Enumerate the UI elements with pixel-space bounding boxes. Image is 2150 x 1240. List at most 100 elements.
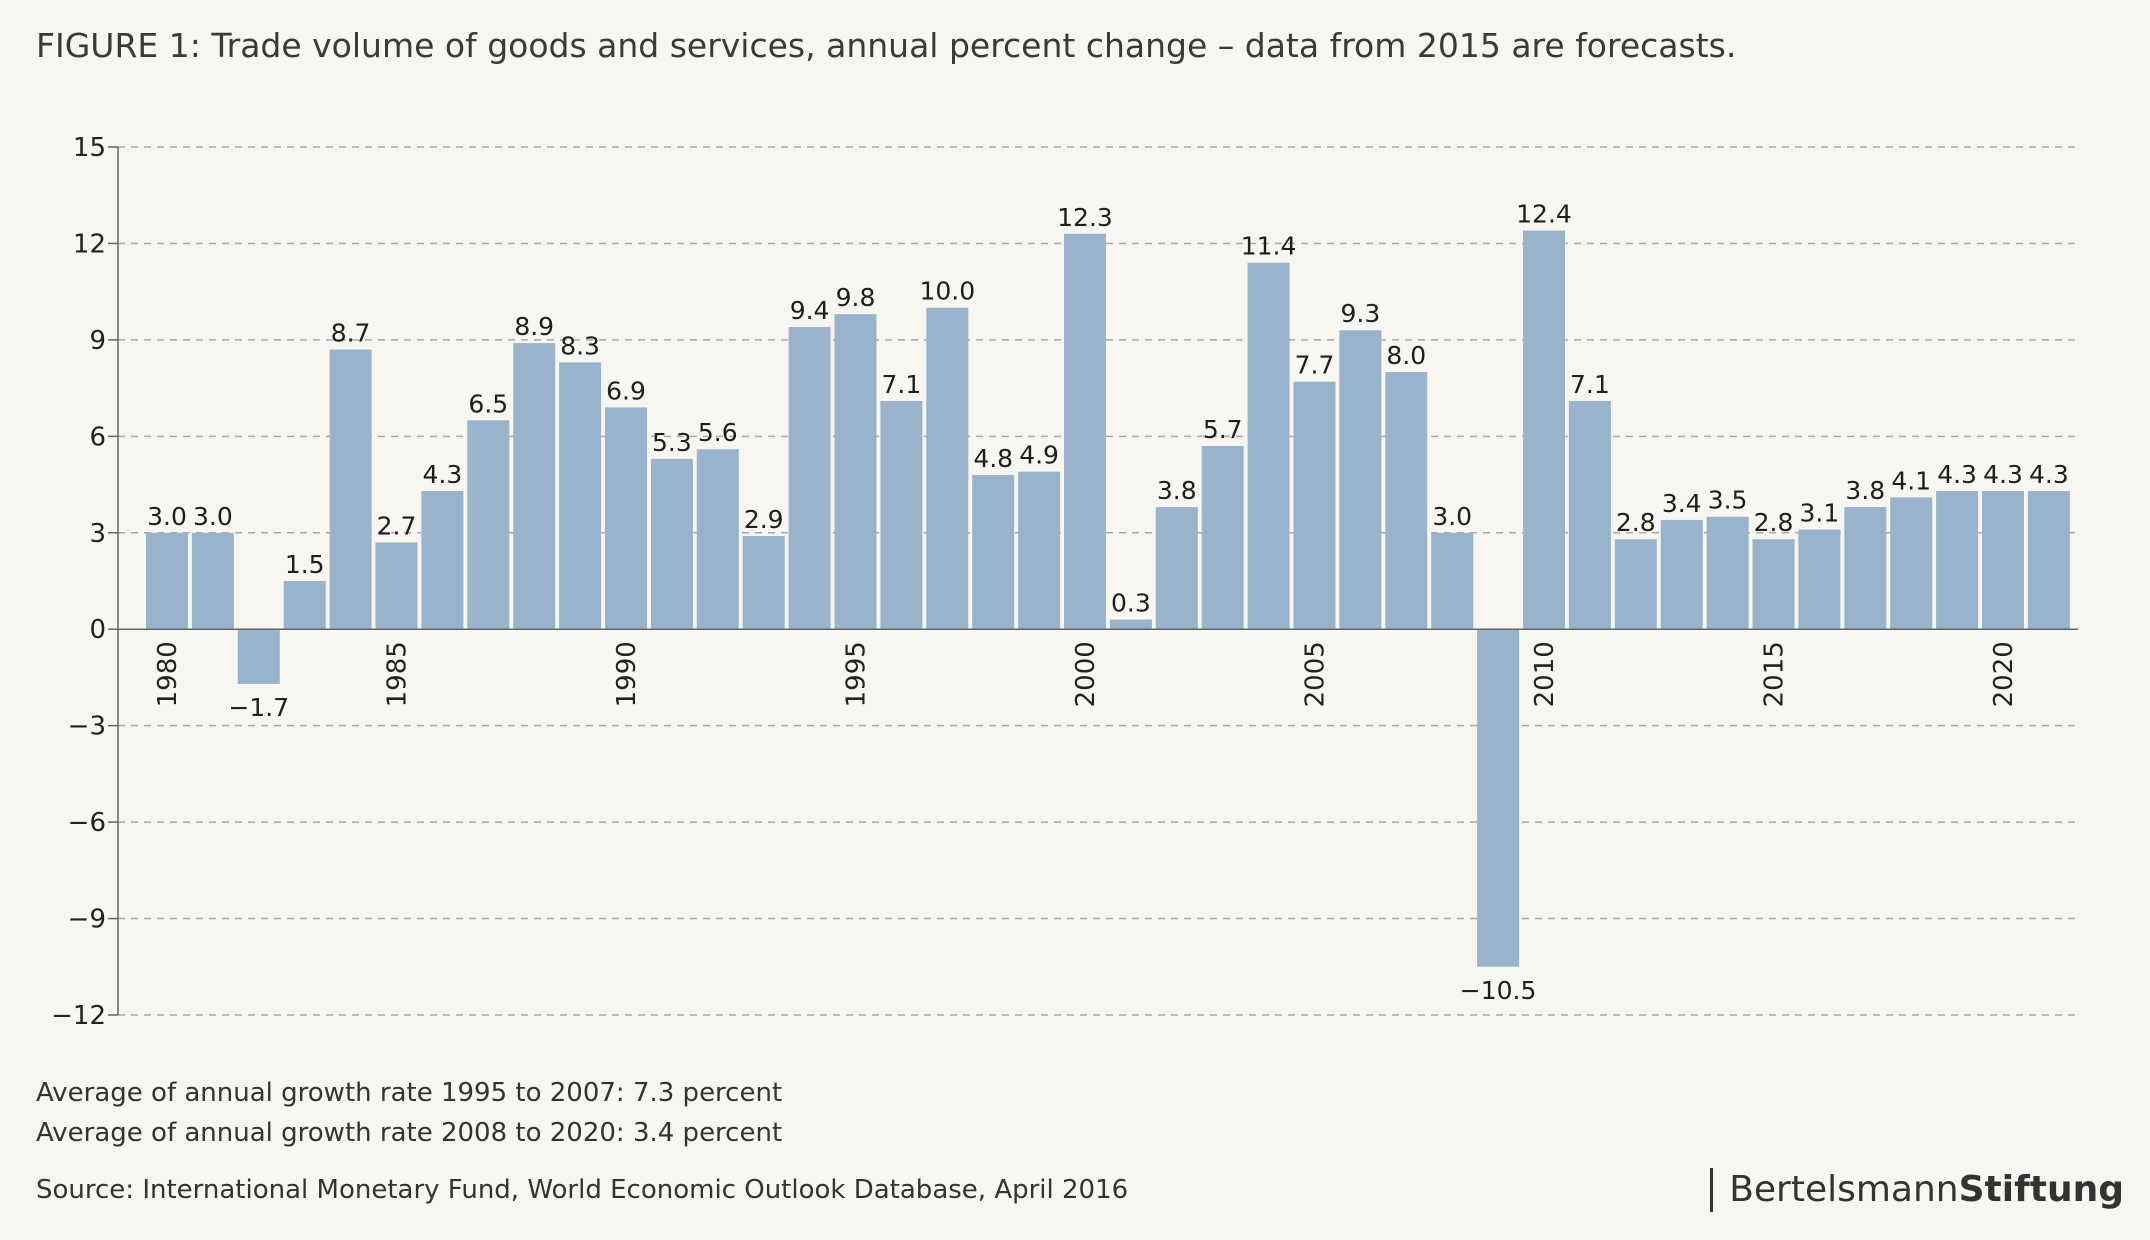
bar-1991 [650, 458, 693, 630]
logo-text-part1: Bertelsmann [1729, 1169, 1959, 1210]
y-tick-label: −12 [51, 1001, 106, 1031]
value-label-1993: 2.9 [744, 505, 784, 534]
bar-1980 [146, 532, 188, 630]
y-tick-label: 9 [89, 326, 106, 356]
value-label-1991: 5.3 [652, 428, 692, 457]
bar-2017 [1844, 507, 1887, 630]
bars [146, 230, 2070, 967]
y-tick-label: −6 [68, 808, 106, 838]
bar-1986 [421, 490, 464, 630]
average-note-1995-2007: Average of annual growth rate 1995 to 20… [36, 1078, 783, 1108]
value-label-2016: 3.1 [1800, 499, 1840, 528]
value-label-2007: 8.0 [1386, 341, 1426, 370]
bar-2003 [1201, 445, 1244, 630]
y-tick-label: 12 [73, 229, 106, 259]
value-label-1997: 10.0 [919, 277, 975, 306]
value-label-1980: 3.0 [147, 502, 187, 531]
value-label-2012: 2.8 [1616, 508, 1656, 537]
bertelsmann-stiftung-logo: BertelsmannStiftung [1710, 1168, 2124, 1212]
average-note-2008-2020: Average of annual growth rate 2008 to 20… [36, 1118, 783, 1148]
bar-2015 [1752, 539, 1795, 630]
x-axis-ticks: 1980 1985 1990 1995 2000 2005 2010 2015 2020 [153, 641, 2019, 707]
value-label-1998: 4.8 [973, 444, 1013, 473]
x-tick-label-1980: 1980 [153, 641, 183, 707]
bar-1988 [513, 343, 556, 630]
y-tick-label: −9 [68, 905, 106, 935]
bar-2009 [1477, 629, 1520, 967]
value-label-2017: 3.8 [1845, 476, 1885, 505]
value-label-1989: 8.3 [560, 331, 600, 360]
value-label-2008: 3.0 [1432, 502, 1472, 531]
value-label-2011: 7.1 [1570, 370, 1610, 399]
bar-2016 [1798, 529, 1841, 630]
value-label-1988: 8.9 [514, 312, 554, 341]
x-tick-label-2015: 2015 [1760, 641, 1790, 707]
bar-2019 [1936, 490, 1979, 630]
value-label-1984: 8.7 [331, 319, 371, 348]
bar-2001 [1109, 619, 1152, 630]
x-tick-label-2010: 2010 [1530, 641, 1560, 707]
value-label-2003: 5.7 [1203, 415, 1243, 444]
x-tick-label-1985: 1985 [383, 641, 413, 707]
value-label-1985: 2.7 [377, 511, 417, 540]
y-tick-label: 15 [73, 133, 106, 163]
value-label-2014: 3.5 [1708, 486, 1748, 515]
bar-2010 [1523, 230, 1565, 630]
source-note: Source: International Monetary Fund, Wor… [36, 1175, 1129, 1205]
value-label-1983: 1.5 [285, 550, 325, 579]
value-label-2001: 0.3 [1111, 589, 1151, 618]
bar-1998 [972, 474, 1015, 630]
bar-1984 [329, 349, 372, 630]
bar-1981 [191, 532, 234, 630]
value-label-2004: 11.4 [1241, 232, 1297, 261]
x-tick-label-2005: 2005 [1301, 641, 1331, 707]
y-tick-label: 0 [89, 615, 106, 645]
value-label-2005: 7.7 [1295, 351, 1335, 380]
bar-1982 [237, 629, 280, 684]
chart-title: FIGURE 1: Trade volume of goods and serv… [36, 26, 1737, 65]
value-label-2019: 4.3 [1937, 460, 1977, 489]
value-label-1990: 6.9 [606, 376, 646, 405]
bar-2018 [1890, 497, 1933, 630]
bar-1985 [375, 542, 418, 630]
bar-2012 [1614, 539, 1657, 630]
bar-2008 [1431, 532, 1474, 630]
bar-1994 [788, 327, 831, 630]
bar-2006 [1339, 330, 1382, 630]
bar-2002 [1155, 507, 1198, 630]
bar-1983 [283, 581, 326, 630]
bar-2021 [2027, 490, 2070, 630]
value-label-1986: 4.3 [423, 460, 463, 489]
value-label-1995: 9.8 [836, 283, 876, 312]
value-label-2010: 12.4 [1516, 200, 1572, 229]
bar-1995 [834, 314, 877, 630]
bar-1990 [605, 407, 647, 630]
x-tick-label-1995: 1995 [842, 641, 872, 707]
value-label-2000: 12.3 [1057, 203, 1113, 232]
bar-2020 [1982, 490, 2024, 630]
value-label-1981: 3.0 [193, 502, 233, 531]
bar-1987 [467, 420, 510, 630]
bar-2011 [1568, 400, 1611, 630]
value-label-1982: −1.7 [228, 693, 289, 722]
logo-text-part2: Stiftung [1958, 1169, 2124, 1210]
bar-2014 [1706, 516, 1749, 630]
value-label-1987: 6.5 [468, 389, 508, 418]
y-tick-label: −3 [68, 712, 106, 742]
x-tick-label-2000: 2000 [1071, 641, 1101, 707]
bar-1999 [1018, 471, 1061, 630]
bar-1996 [880, 400, 923, 630]
y-axis-ticks: 15 12 9 6 3 0 −3 −6 −9 −12 [51, 133, 118, 1031]
value-label-2015: 2.8 [1754, 508, 1794, 537]
bar-2004 [1247, 262, 1290, 630]
bar-1997 [926, 307, 969, 630]
value-label-2009: −10.5 [1460, 976, 1537, 1005]
value-label-1992: 5.6 [698, 418, 738, 447]
bar-2000 [1064, 233, 1106, 630]
value-label-2020: 4.3 [1983, 460, 2023, 489]
bar-2013 [1660, 519, 1703, 630]
x-tick-label-1990: 1990 [612, 641, 642, 707]
y-tick-label: 3 [89, 519, 106, 549]
bar-2005 [1293, 381, 1336, 630]
x-tick-label-2020: 2020 [1989, 641, 2019, 707]
